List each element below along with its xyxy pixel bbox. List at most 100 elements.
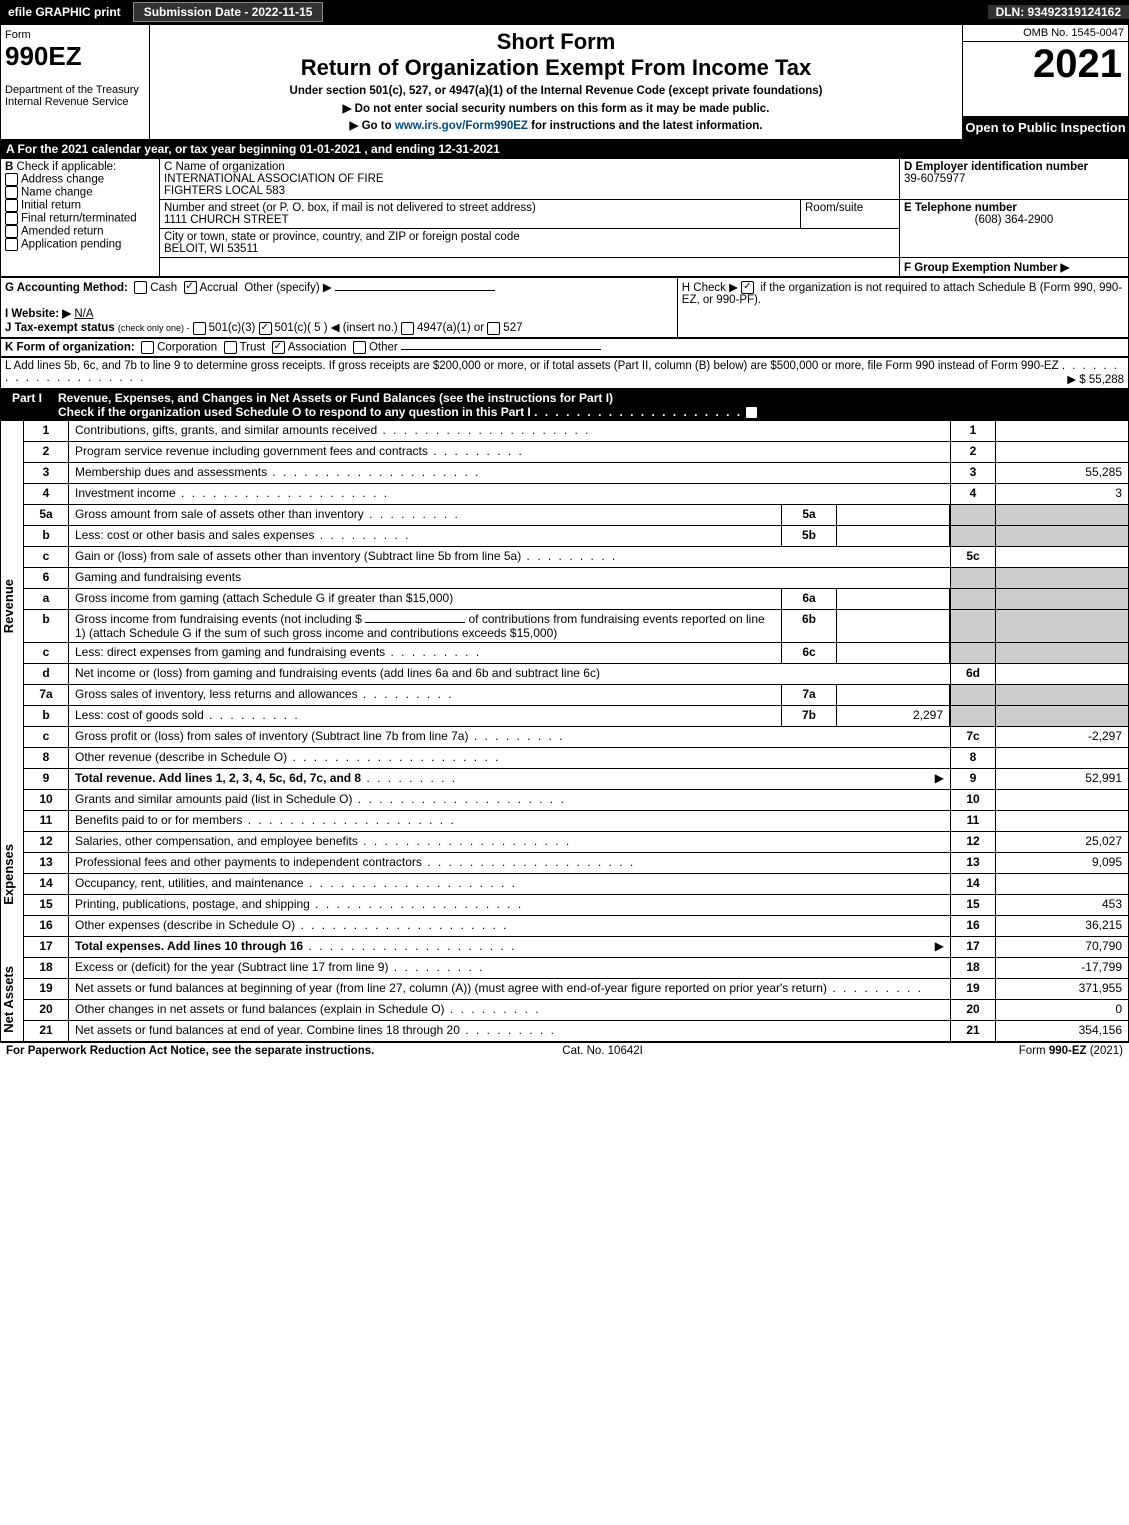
j-sub: (check only one) - [118,323,190,333]
line-6c: c Less: direct expenses from gaming and … [24,643,1128,664]
name-change-label: Name change [21,187,93,199]
l-amount: ▶ $ 55,288 [1067,372,1124,386]
amended-checkbox[interactable] [5,225,18,238]
part1-bar: Part I Revenue, Expenses, and Changes in… [0,389,1129,421]
h-checkbox[interactable] [741,281,754,294]
city-value: BELOIT, WI 53511 [164,243,258,255]
k-other-checkbox[interactable] [353,341,366,354]
part1-schedo-checkbox[interactable] [745,406,758,419]
b-label: B [5,161,13,173]
k-other: Other [369,341,398,353]
line-14: 14 Occupancy, rent, utilities, and maint… [24,874,1128,895]
line-1: 1 Contributions, gifts, grants, and simi… [24,421,1128,442]
j-501c3: 501(c)(3) [209,322,256,334]
org-name-2: FIGHTERS LOCAL 583 [164,185,285,197]
j-501c3-checkbox[interactable] [193,322,206,335]
h-pre: H Check ▶ [682,282,741,294]
k-label: K Form of organization: [5,341,135,353]
j-4947-checkbox[interactable] [401,322,414,335]
ein-value: 39-6075977 [904,173,965,185]
line-19: 19 Net assets or fund balances at beginn… [24,979,1128,1000]
line-16: 16 Other expenses (describe in Schedule … [24,916,1128,937]
amended-label: Amended return [21,226,103,238]
k-assoc-checkbox[interactable] [272,341,285,354]
phone-value: (608) 364-2900 [904,214,1124,226]
efile-label: efile GRAPHIC print [0,5,129,19]
part1-sub: Check if the organization used Schedule … [58,405,531,419]
form-header: Form 990EZ Department of the Treasury In… [0,24,1129,140]
accrual-label: Accrual [200,282,238,294]
part1-label: Part I [6,391,48,419]
line-7c: c Gross profit or (loss) from sales of i… [24,727,1128,748]
l-row: L Add lines 5b, 6c, and 7b to line 9 to … [0,357,1129,389]
room-label: Room/suite [805,202,863,214]
k-trust-checkbox[interactable] [224,341,237,354]
line-6d: d Net income or (loss) from gaming and f… [24,664,1128,685]
org-info-table: B Check if applicable: Address change Na… [0,158,1129,277]
city-label: City or town, state or province, country… [164,231,520,243]
top-bar: efile GRAPHIC print Submission Date - 20… [0,0,1129,24]
line-2: 2 Program service revenue including gove… [24,442,1128,463]
f-label: F Group Exemption Number ▶ [904,262,1069,274]
irs-link[interactable]: www.irs.gov/Form990EZ [395,120,528,132]
open-public: Open to Public Inspection [963,116,1128,139]
header-left: Form 990EZ Department of the Treasury In… [1,25,150,139]
g-label: G Accounting Method: [5,282,128,294]
line-15: 15 Printing, publications, postage, and … [24,895,1128,916]
line-5b: b Less: cost or other basis and sales ex… [24,526,1128,547]
j-501c-checkbox[interactable] [259,322,272,335]
e-label: E Telephone number [904,202,1017,214]
pending-label: Application pending [21,239,121,251]
initial-label: Initial return [21,200,81,212]
line-9: 9 Total revenue. Add lines 1, 2, 3, 4, 5… [24,769,1128,790]
line-5a: 5a Gross amount from sale of assets othe… [24,505,1128,526]
return-title: Return of Organization Exempt From Incom… [154,55,958,81]
footer-mid: Cat. No. 10642I [562,1045,643,1057]
omb-number: OMB No. 1545-0047 [963,25,1128,42]
line-8: 8 Other revenue (describe in Schedule O)… [24,748,1128,769]
short-form-title: Short Form [154,29,958,55]
name-change-checkbox[interactable] [5,186,18,199]
j-527: 527 [503,322,522,334]
gh-row: G Accounting Method: Cash Accrual Other … [0,277,1129,338]
line-6: 6 Gaming and fundraising events [24,568,1128,589]
addr-change-label: Address change [21,174,104,186]
c-name-label: C Name of organization [164,161,285,173]
j-501c: 501(c)( 5 ) ◀ (insert no.) [275,322,398,334]
revenue-section: Revenue 1 Contributions, gifts, grants, … [0,421,1129,790]
expenses-vertical-label: Expenses [1,790,24,958]
k-corp-checkbox[interactable] [141,341,154,354]
street-label: Number and street (or P. O. box, if mail… [164,202,536,214]
line-18: 18 Excess or (deficit) for the year (Sub… [24,958,1128,979]
form-number: 990EZ [5,41,145,72]
accrual-checkbox[interactable] [184,281,197,294]
cash-checkbox[interactable] [134,281,147,294]
j-527-checkbox[interactable] [487,322,500,335]
instr2-pre: ▶ Go to [350,120,395,132]
i-label: I Website: ▶ [5,308,71,320]
k-corp: Corporation [157,341,217,353]
header-right: OMB No. 1545-0047 2021 Open to Public In… [963,25,1128,139]
footer-left: For Paperwork Reduction Act Notice, see … [6,1045,374,1057]
page-footer: For Paperwork Reduction Act Notice, see … [0,1042,1129,1059]
addr-change-checkbox[interactable] [5,173,18,186]
section-a-bar: A For the 2021 calendar year, or tax yea… [0,140,1129,158]
final-checkbox[interactable] [5,212,18,225]
line-20: 20 Other changes in net assets or fund b… [24,1000,1128,1021]
dln-number: DLN: 93492319124162 [988,5,1129,19]
line-11: 11 Benefits paid to or for members 11 [24,811,1128,832]
final-label: Final return/terminated [21,213,137,225]
j-label: J Tax-exempt status [5,322,115,334]
line-7a: 7a Gross sales of inventory, less return… [24,685,1128,706]
line-12: 12 Salaries, other compensation, and emp… [24,832,1128,853]
instr2-post: for instructions and the latest informat… [531,120,762,132]
l-text: L Add lines 5b, 6c, and 7b to line 9 to … [5,360,1059,372]
pending-checkbox[interactable] [5,238,18,251]
instruction-1: ▶ Do not enter social security numbers o… [154,101,958,115]
netassets-vertical-label: Net Assets [1,958,24,1041]
k-row: K Form of organization: Corporation Trus… [0,338,1129,357]
under-section: Under section 501(c), 527, or 4947(a)(1)… [154,85,958,97]
line-4: 4 Investment income 4 3 [24,484,1128,505]
line-5c: c Gain or (loss) from sale of assets oth… [24,547,1128,568]
initial-checkbox[interactable] [5,199,18,212]
